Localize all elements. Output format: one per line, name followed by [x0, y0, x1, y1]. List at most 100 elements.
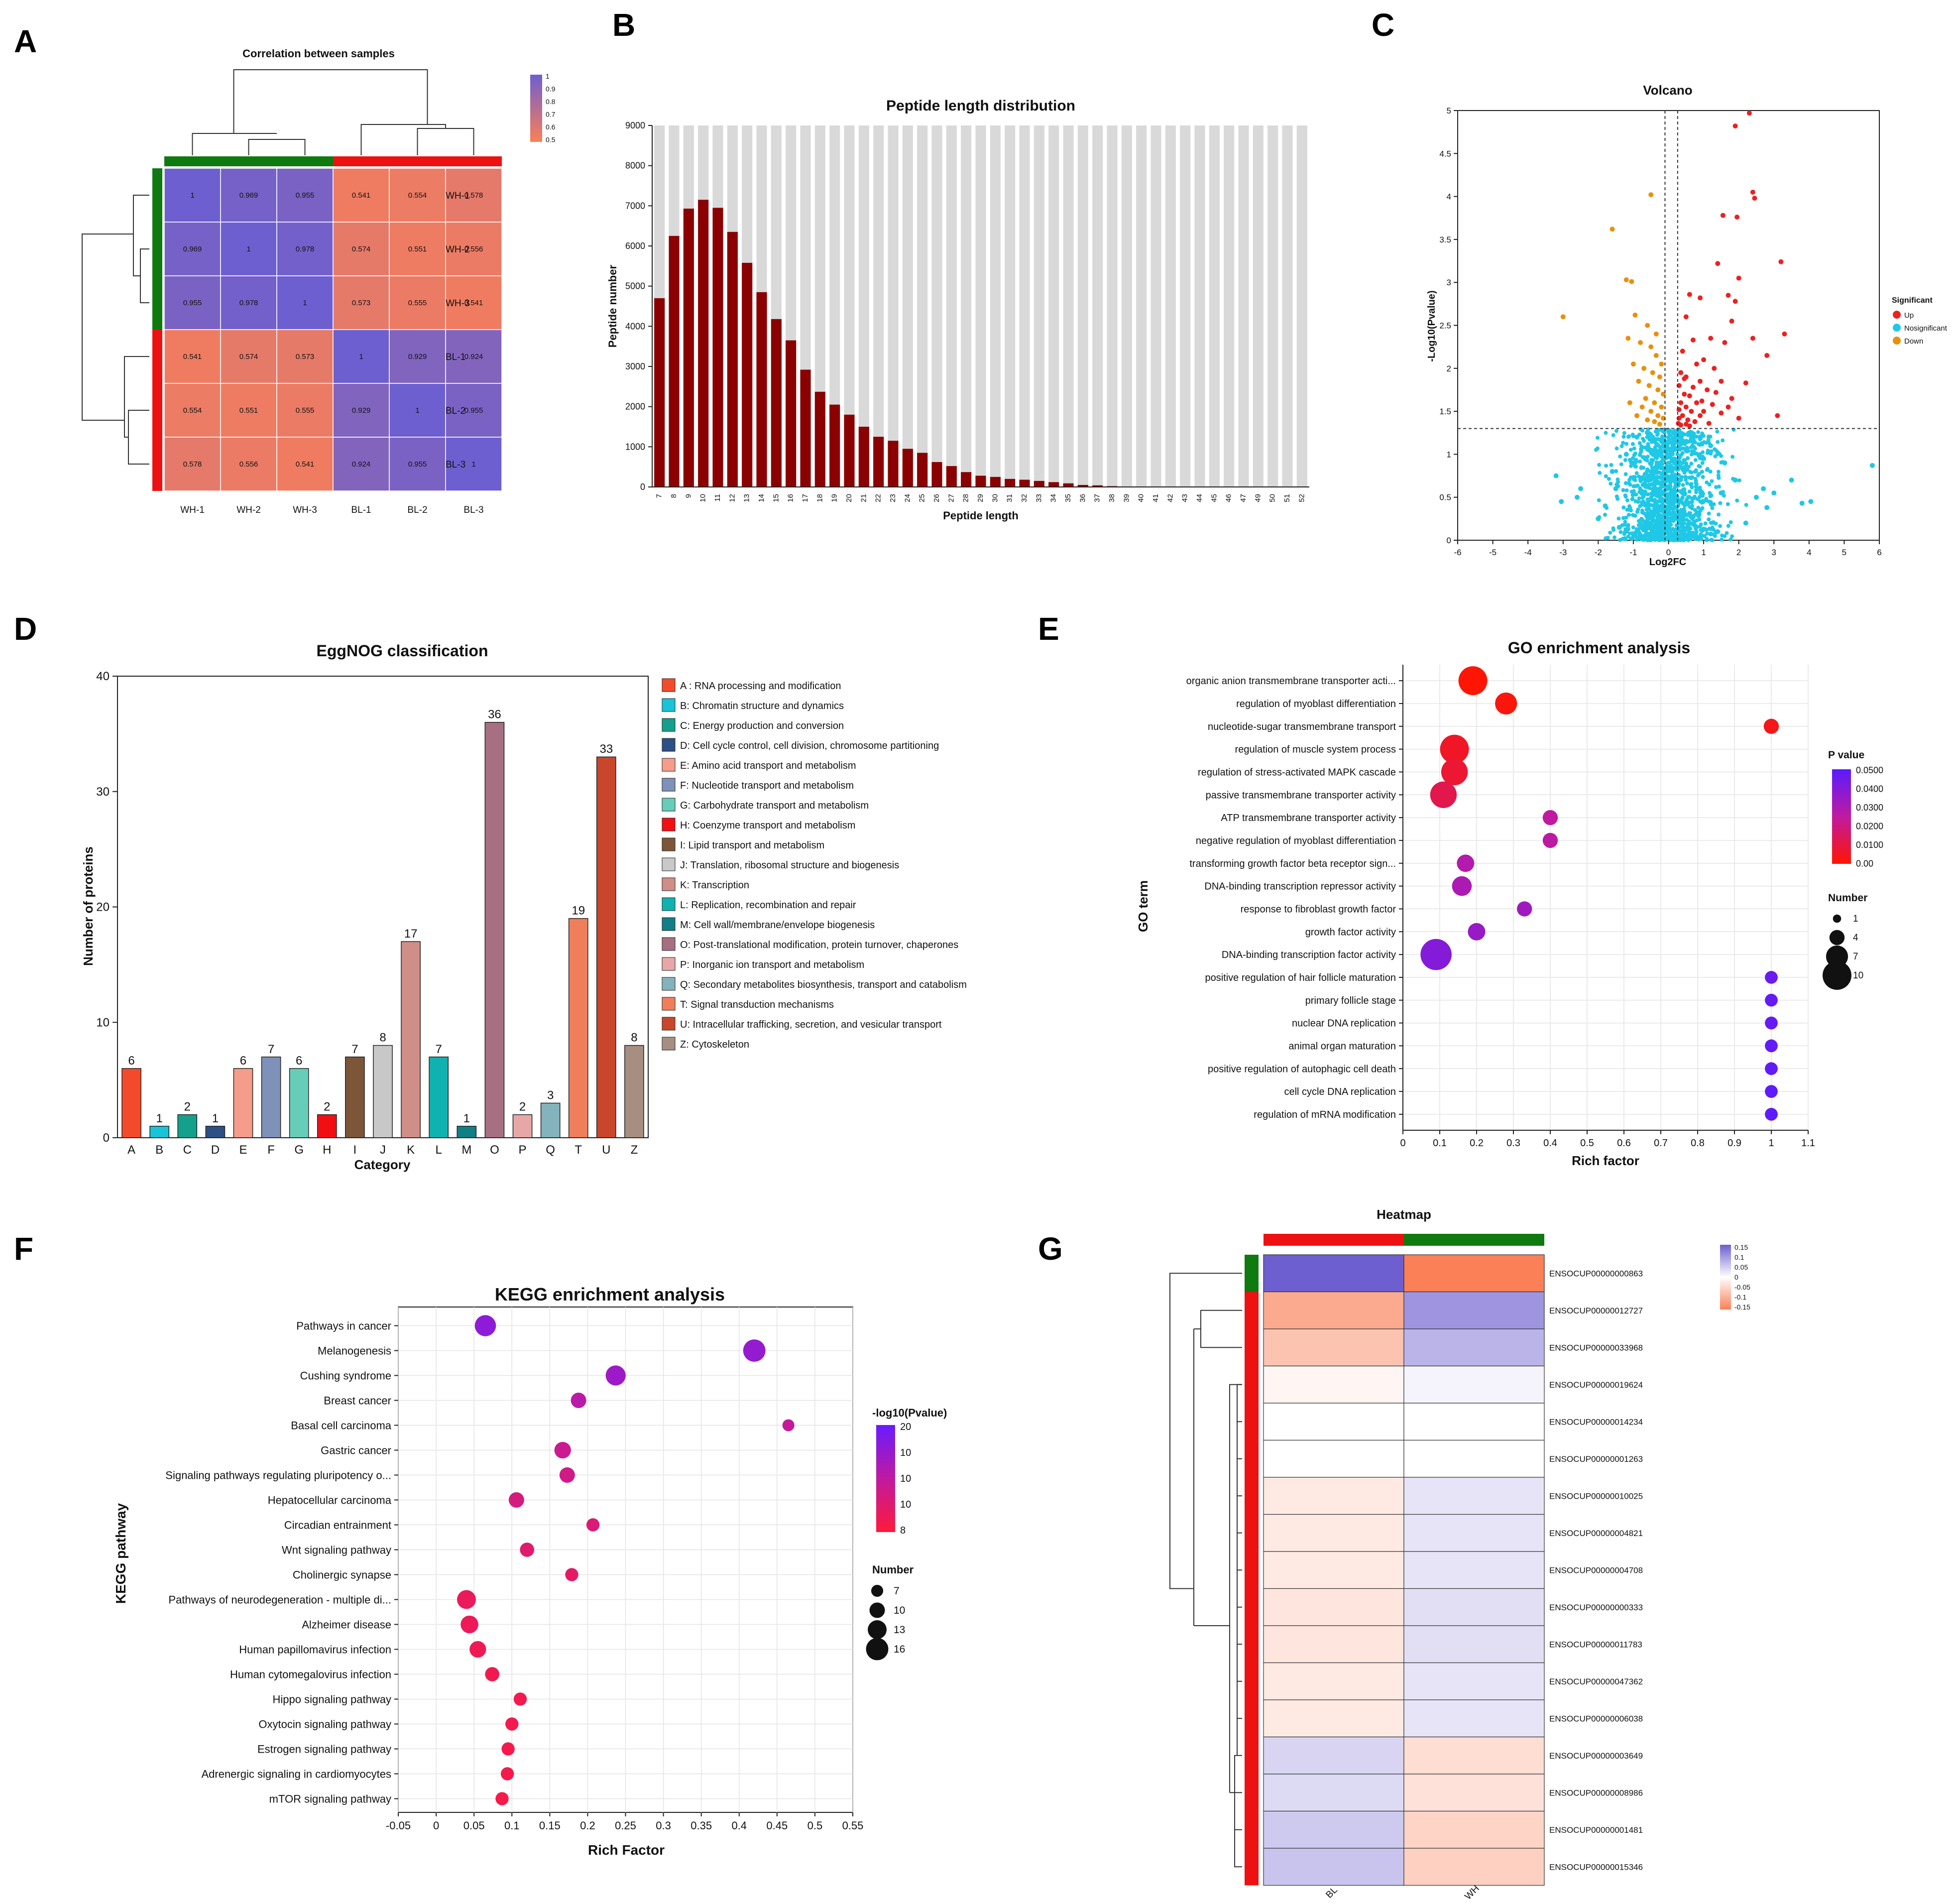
x-tick-label: 37: [1093, 494, 1102, 502]
legend-colorbar: [530, 75, 542, 142]
nonsignificant-point: [1652, 472, 1656, 476]
heatmap-title: Correlation between samples: [242, 47, 395, 60]
go-bubble: [1765, 1016, 1778, 1030]
heatmap-cell-value: 0.574: [239, 353, 258, 361]
bar-background: [1019, 125, 1030, 487]
go-term-label: regulation of muscle system process: [1235, 744, 1396, 755]
heatmap-cell: [1403, 1365, 1545, 1404]
color-legend-tick: 8: [900, 1525, 906, 1536]
nosignificant-point: [1789, 477, 1794, 483]
nosignificant-point: [1715, 529, 1721, 534]
row-dendrogram-root: [1169, 1273, 1242, 1589]
row-group-bar: [1245, 1588, 1259, 1626]
nonsignificant-point: [1637, 496, 1641, 501]
legend-swatch: [662, 937, 676, 951]
nonsignificant-point: [1744, 503, 1748, 507]
up-point: [1690, 337, 1696, 343]
nonsignificant-point: [1677, 445, 1682, 449]
bar-background: [1136, 125, 1147, 487]
heatmap-cell: [1263, 1291, 1404, 1329]
nonsignificant-point: [1627, 507, 1631, 512]
bar: [888, 441, 899, 487]
nonsignificant-point: [1687, 495, 1692, 499]
nonsignificant-point: [1680, 495, 1685, 500]
size-legend-marker: [866, 1638, 889, 1661]
x-tick-label: 0.2: [580, 1819, 595, 1832]
bar-background: [961, 125, 972, 487]
legend-label: B: Chromatin structure and dynamics: [680, 701, 844, 712]
row-dendrogram-branch: [140, 248, 149, 303]
x-tick-label: A: [127, 1143, 135, 1157]
nonsignificant-point: [1703, 521, 1708, 526]
color-legend-title: P value: [1828, 749, 1864, 761]
legend-swatch: [662, 857, 676, 871]
row-dendrogram-branch: [1237, 1644, 1242, 1681]
up-point: [1685, 417, 1691, 423]
heatmap-cell: [1403, 1477, 1545, 1515]
x-tick-label: 21: [859, 494, 868, 502]
nonsignificant-point: [1686, 521, 1691, 526]
up-point: [1678, 400, 1684, 405]
y-tick-label: 5: [1447, 106, 1451, 116]
row-group-bar: [1245, 1329, 1259, 1366]
legend-label: L: Replication, recombination and repair: [680, 900, 856, 911]
nonsignificant-point: [1685, 513, 1689, 517]
category-bar: [149, 1126, 169, 1138]
gene-id-label: ENSOCUP00000012727: [1549, 1306, 1643, 1315]
nonsignificant-point: [1682, 503, 1687, 508]
x-tick-label: 40: [1137, 494, 1146, 502]
nosignificant-point: [1559, 499, 1564, 504]
x-tick-label: 35: [1064, 494, 1072, 502]
row-dendrogram-branch: [1237, 1680, 1242, 1719]
x-tick-label: 28: [962, 494, 970, 502]
nonsignificant-point: [1642, 481, 1646, 486]
up-point: [1687, 292, 1692, 297]
nosignificant-point: [1668, 494, 1673, 500]
x-tick-label: 39: [1122, 494, 1131, 502]
bar: [858, 427, 869, 487]
heatmap-cell: [389, 437, 446, 491]
nonsignificant-point: [1713, 454, 1718, 459]
go-term-label: nuclear DNA replication: [1292, 1018, 1396, 1029]
col-group-bar: [1404, 1234, 1544, 1246]
nonsignificant-point: [1647, 437, 1652, 442]
nonsignificant-point: [1675, 533, 1679, 538]
nonsignificant-point: [1676, 522, 1680, 527]
nonsignificant-point: [1654, 443, 1659, 447]
y-axis-label: Peptide number: [606, 264, 619, 348]
nonsignificant-point: [1614, 469, 1618, 474]
legend-title: Significant: [1892, 296, 1933, 305]
down-point: [1560, 314, 1566, 320]
nonsignificant-point: [1619, 444, 1624, 449]
down-point: [1655, 413, 1661, 418]
heatmap-cell: [445, 275, 502, 330]
nonsignificant-point: [1680, 451, 1685, 455]
category-bar: [261, 1057, 281, 1138]
kegg-pathway-label: Breast cancer: [324, 1395, 391, 1407]
up-point: [1708, 336, 1714, 341]
down-point: [1645, 323, 1650, 328]
bar-background: [1267, 125, 1278, 487]
nonsignificant-point: [1662, 504, 1667, 508]
kegg-pathway-label: Circadian entrainment: [284, 1519, 391, 1532]
row-group-bar: [1245, 1514, 1259, 1551]
nonsignificant-point: [1642, 500, 1646, 505]
down-point: [1653, 353, 1659, 358]
go-bubble: [1763, 718, 1779, 734]
nonsignificant-point: [1627, 477, 1632, 482]
nonsignificant-point: [1598, 471, 1602, 475]
up-point: [1694, 361, 1699, 367]
category-bar: [512, 1114, 533, 1138]
y-tick-label: 8000: [625, 161, 645, 171]
kegg-pathway-label: Melanogenesis: [318, 1345, 391, 1357]
x-tick-label: 42: [1166, 494, 1174, 502]
nonsignificant-point: [1636, 519, 1641, 523]
nonsignificant-point: [1713, 534, 1717, 538]
x-tick-label: C: [183, 1143, 192, 1157]
x-tick-label: 24: [903, 494, 912, 502]
heatmap-cell-value: 1: [246, 245, 250, 253]
down-point: [1623, 277, 1629, 283]
col-group-bar: [446, 156, 502, 166]
x-tick-label: 45: [1210, 494, 1218, 502]
legend-label: D: Cell cycle control, cell division, ch…: [680, 740, 939, 751]
